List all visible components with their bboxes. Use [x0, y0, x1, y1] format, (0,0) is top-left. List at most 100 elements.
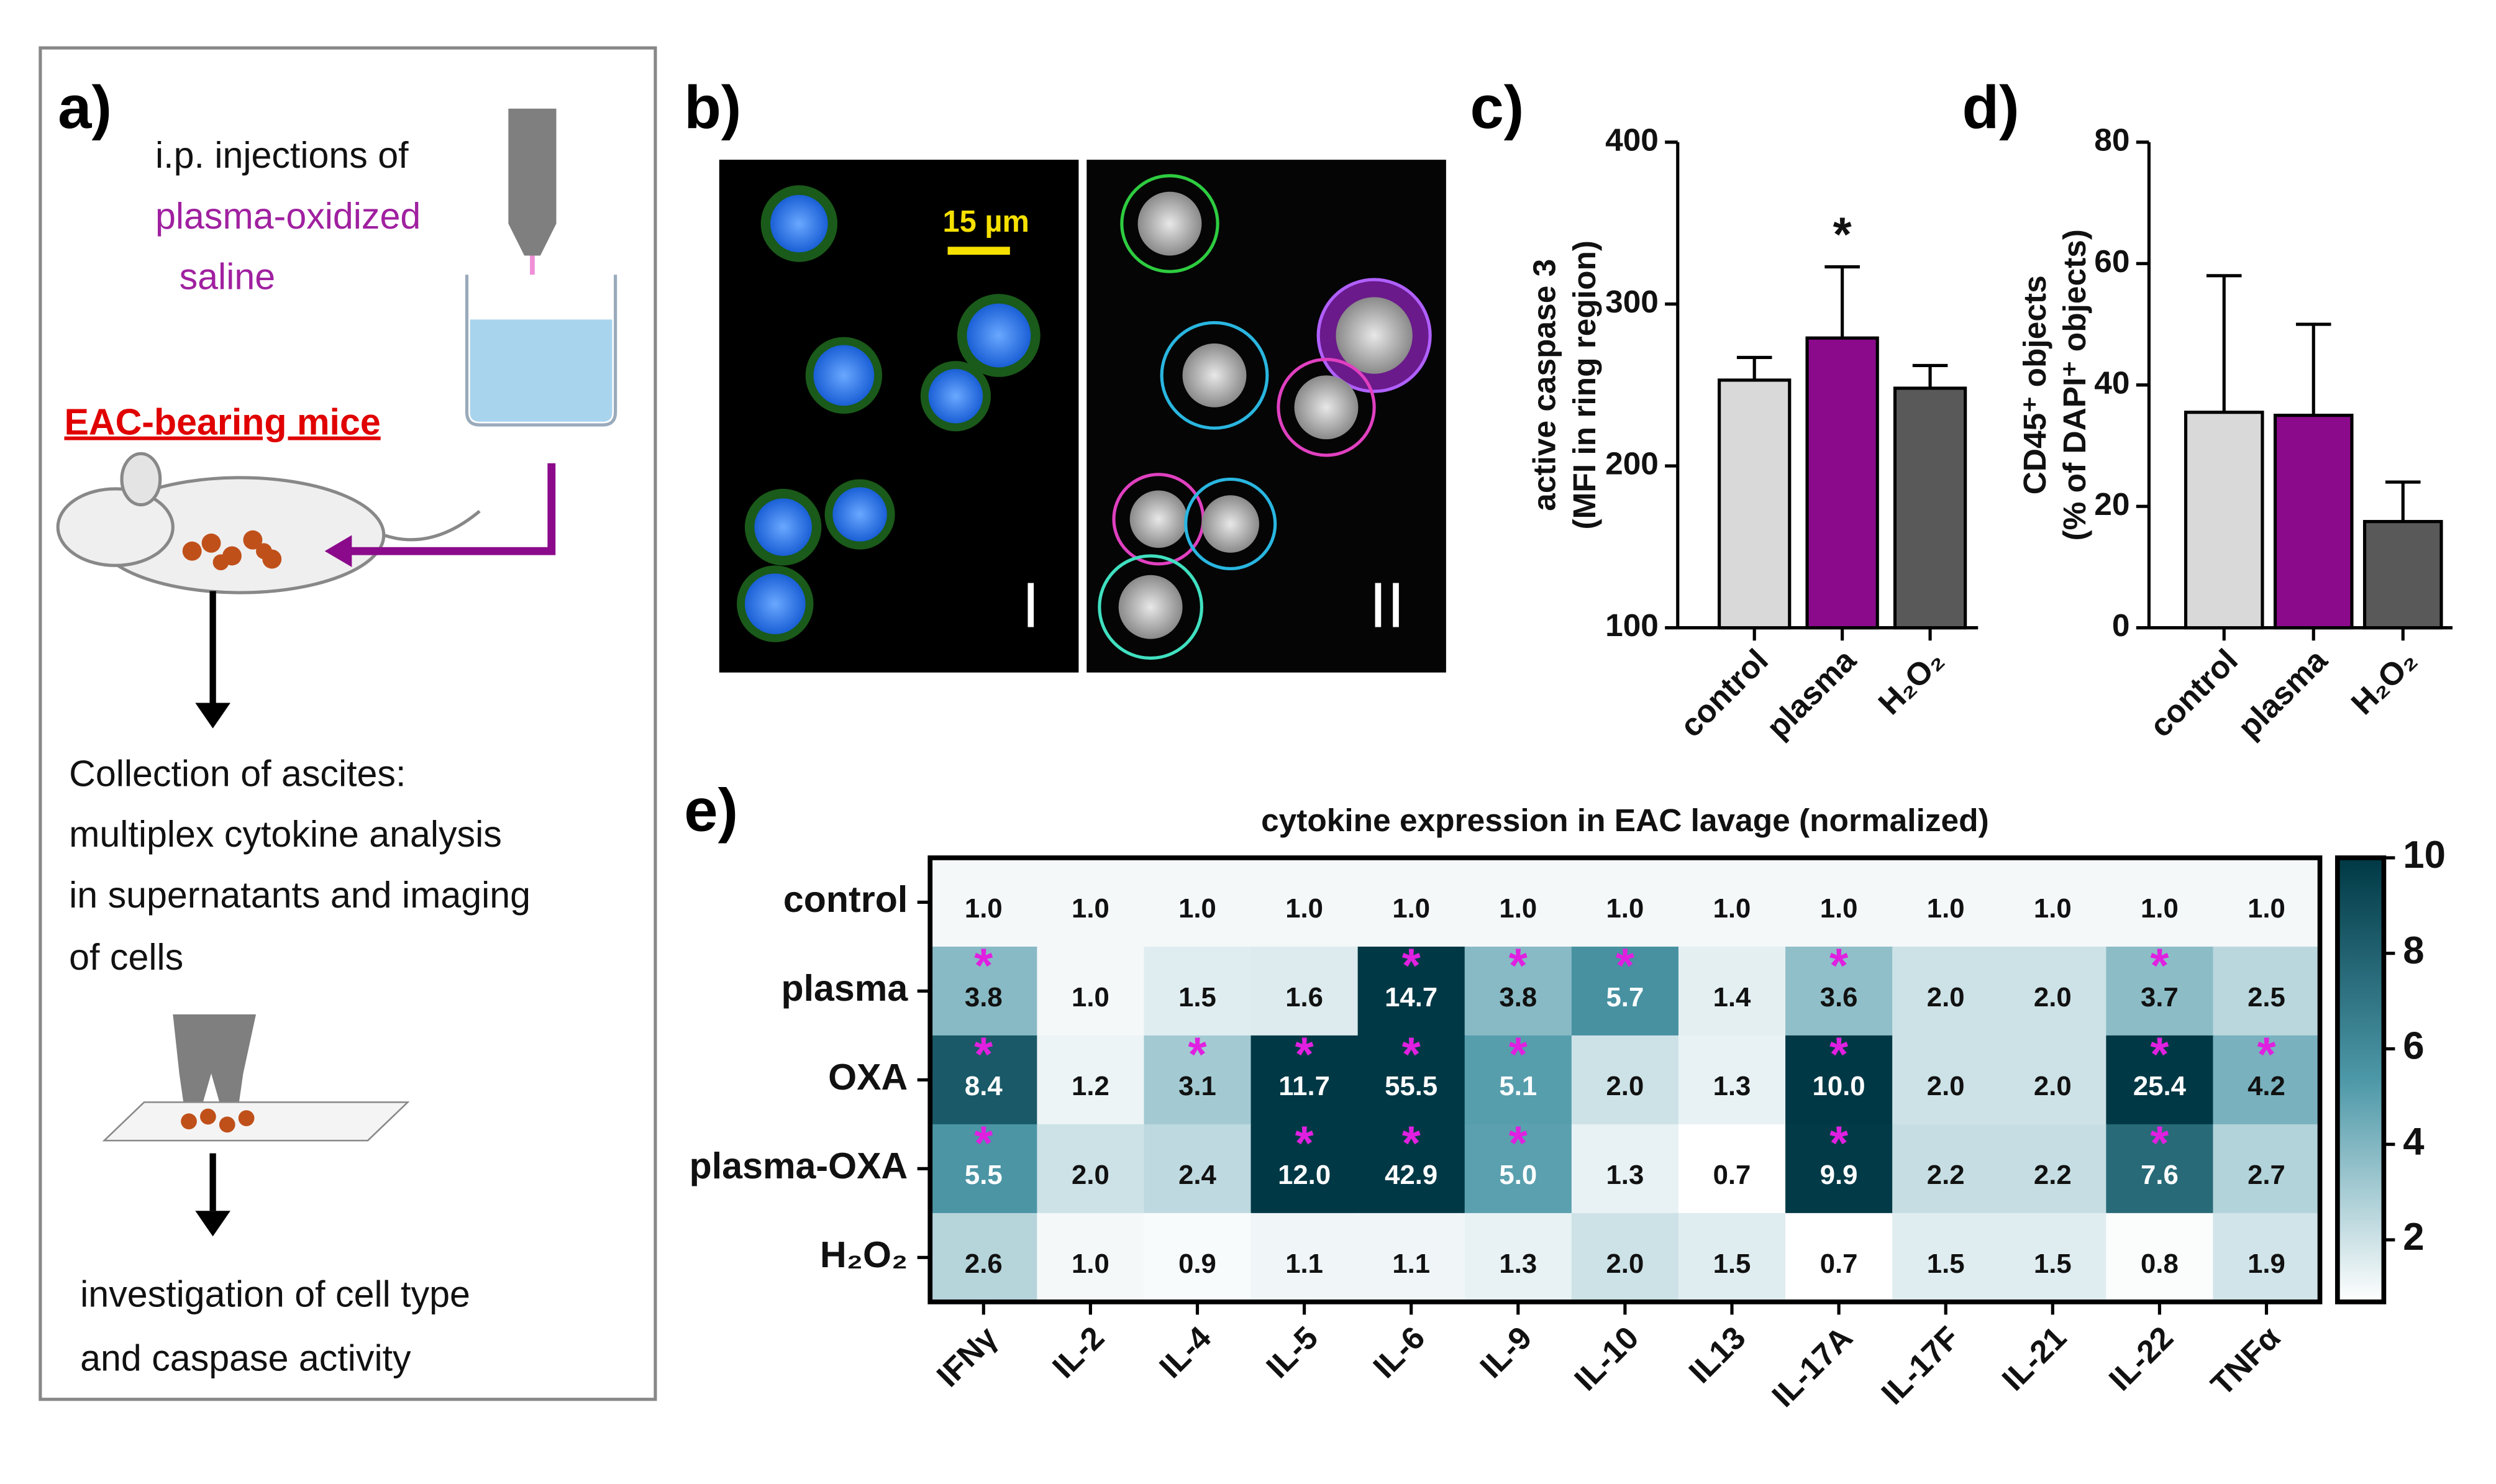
- cell-label: 2.0: [1927, 1071, 1965, 1101]
- cell-label: 10.0: [1813, 1071, 1865, 1101]
- significance-star: *: [974, 1116, 993, 1170]
- cell-label: 0.9: [1178, 1249, 1216, 1279]
- x-tick-label: control: [2143, 642, 2244, 744]
- heatmap-cell: [1678, 857, 1787, 948]
- cell-label: 1.2: [1072, 1071, 1109, 1101]
- tumor: [182, 530, 282, 571]
- heatmap-cell: [1144, 946, 1252, 1037]
- cell-label: 1.9: [2248, 1249, 2285, 1279]
- x-tick-label: IL-21: [1995, 1319, 2073, 1398]
- y-axis-label: (% of DAPI⁺ objects): [2056, 229, 2092, 540]
- cell-label: 1.0: [2141, 893, 2179, 924]
- significance-star: *: [1188, 1027, 1206, 1081]
- cell-label: 1.0: [2034, 893, 2072, 924]
- cell-label: 14.7: [1385, 982, 1437, 1013]
- colorbar-tick-label: 2: [2403, 1216, 2424, 1259]
- cell-label: 1.5: [1178, 982, 1216, 1013]
- significance-star: *: [1295, 1027, 1314, 1081]
- cell-label: 8.4: [965, 1071, 1003, 1101]
- mouse-ear: [120, 452, 162, 507]
- heatmap-cell: [1144, 1035, 1252, 1126]
- y-tick-label: 20: [2094, 486, 2129, 522]
- cell-label: 3.1: [1178, 1071, 1216, 1101]
- heatmap-cell: [1464, 946, 1573, 1037]
- significance-star: *: [974, 1027, 993, 1081]
- y-tick-label: 100: [1605, 607, 1659, 643]
- x-tick-label: plasma: [1759, 642, 1863, 745]
- heatmap-cell: [1250, 857, 1359, 948]
- heatmap-cell: [2213, 1213, 2321, 1303]
- cell-label: 2.2: [2034, 1160, 2072, 1190]
- heatmap-cell: [2106, 946, 2214, 1037]
- heatmap-frame: [927, 855, 2323, 1304]
- colorbar-tick-label: 8: [2403, 929, 2424, 972]
- saline: [470, 319, 613, 422]
- y-tick-label: control: [783, 878, 908, 920]
- panel-a-frame: [39, 46, 657, 1401]
- heatmap-cell: [930, 946, 1038, 1037]
- arrow: [344, 463, 556, 555]
- cell-label: 1.0: [965, 893, 1003, 924]
- cell-label: 1.0: [2248, 893, 2285, 924]
- cell-label: 2.0: [2034, 982, 2072, 1013]
- heatmap-cell: [2213, 1124, 2321, 1214]
- mouse-head: [56, 487, 175, 567]
- x-tick-label: IL-4: [1152, 1319, 1218, 1385]
- heatmap-cell: [930, 1035, 1038, 1126]
- heatmap-cell: [1357, 1035, 1466, 1126]
- heatmap-cell: [1785, 1213, 1893, 1303]
- significance-star: *: [1509, 939, 1528, 992]
- cell-label: 2.0: [1927, 982, 1965, 1013]
- slide: [102, 1101, 410, 1142]
- heatmap-cell: [1999, 857, 2107, 948]
- x-tick-label: H₂O₂: [1871, 642, 1951, 721]
- caption: plasma-oxidized: [155, 195, 421, 237]
- x-tick-label: IL-17A: [1765, 1319, 1859, 1414]
- y-tick-label: 300: [1605, 283, 1659, 319]
- heatmap-cell: [1571, 1035, 1680, 1126]
- heatmap-cell: [1999, 1035, 2107, 1126]
- scale-bar-label: 15 µm: [942, 205, 1029, 239]
- cells-fluorescence: [737, 185, 1041, 642]
- significance-star: *: [2150, 939, 2169, 992]
- caption: EAC-bearing mice: [64, 401, 380, 443]
- y-tick-label: 200: [1605, 445, 1659, 481]
- cell-label: 1.1: [1392, 1249, 1430, 1279]
- cell-label: 42.9: [1385, 1160, 1437, 1190]
- image-label: I: [1022, 570, 1040, 641]
- cell-label: 12.0: [1278, 1160, 1331, 1190]
- cell-label: 0.7: [1713, 1160, 1751, 1190]
- x-tick-label: plasma: [2231, 642, 2334, 745]
- significance-star: *: [2150, 1027, 2169, 1081]
- cell-label: 1.5: [1713, 1249, 1751, 1279]
- heatmap-cell: [1785, 1035, 1893, 1126]
- cell-label: 1.0: [1499, 893, 1537, 924]
- caption: saline: [180, 256, 275, 298]
- mouse-tail: [383, 509, 481, 542]
- x-tick-label: H₂O₂: [2344, 642, 2423, 721]
- y-axis-label: active caspase 3: [1526, 259, 1562, 511]
- heatmap-cell: [1357, 1124, 1466, 1214]
- heatmap-cell: [1037, 946, 1145, 1037]
- colorbar: [2334, 855, 2387, 1304]
- caption: of cells: [69, 936, 183, 978]
- significance-star: *: [1295, 1116, 1314, 1170]
- significance-star: *: [1829, 939, 1848, 992]
- cell-label: 2.0: [1606, 1249, 1644, 1279]
- heatmap-cell: [1999, 1213, 2107, 1303]
- x-tick-label: IL-9: [1473, 1319, 1539, 1385]
- panel-label: a): [58, 73, 112, 141]
- x-tick-label: IL-10: [1567, 1319, 1646, 1398]
- heatmap-cell: [2213, 946, 2321, 1037]
- heatmap-cell: [1357, 946, 1466, 1037]
- cell-label: 1.3: [1606, 1160, 1644, 1190]
- cell-label: 5.7: [1606, 982, 1644, 1013]
- y-tick-label: 40: [2094, 364, 2129, 400]
- cell-label: 5.5: [965, 1160, 1003, 1190]
- heatmap-cell: [1037, 1035, 1145, 1126]
- cell-label: 2.6: [965, 1249, 1003, 1279]
- significance-star: *: [1402, 939, 1421, 992]
- heatmap-cell: [2213, 857, 2321, 948]
